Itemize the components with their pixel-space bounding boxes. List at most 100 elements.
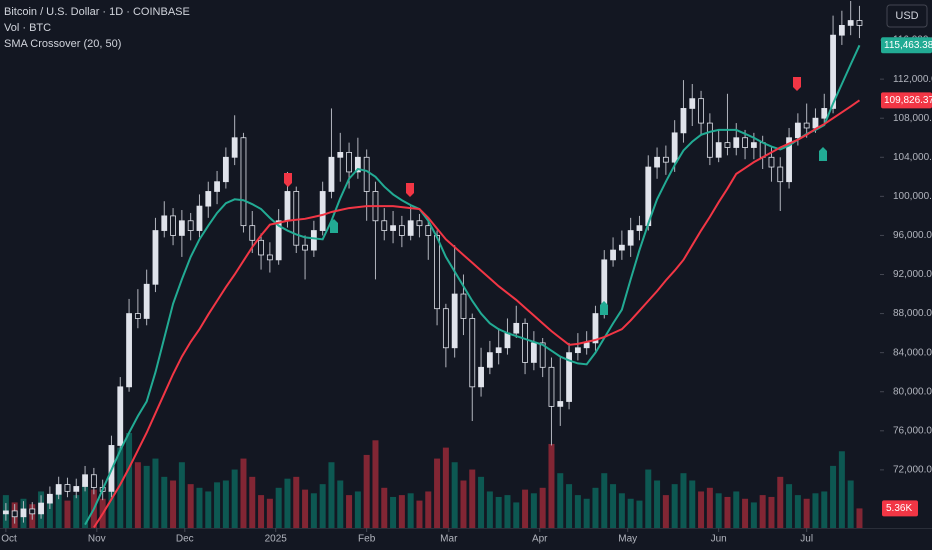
chart-title: Bitcoin / U.S. Dollar · 1D · COINBASE bbox=[4, 6, 190, 18]
volume-bar bbox=[73, 495, 80, 528]
candle-body bbox=[662, 156, 669, 163]
volume-bar bbox=[821, 491, 828, 528]
sell-signal bbox=[406, 183, 414, 197]
candle-body bbox=[55, 484, 62, 495]
volume-bar bbox=[319, 484, 326, 528]
volume-bar bbox=[794, 495, 801, 528]
candle-body bbox=[689, 98, 696, 109]
candle-body bbox=[812, 117, 819, 129]
volume-bar bbox=[328, 462, 335, 528]
volume-bar bbox=[187, 484, 194, 528]
candle-body bbox=[803, 122, 810, 129]
volume-bar bbox=[381, 487, 388, 528]
volume-bar bbox=[64, 500, 71, 528]
candle-body bbox=[838, 24, 845, 36]
volume-bar bbox=[689, 480, 696, 528]
volume-bar bbox=[486, 491, 493, 528]
volume-bar bbox=[645, 469, 652, 528]
volume-bar bbox=[847, 480, 854, 528]
candle-body bbox=[416, 220, 423, 227]
candle-body bbox=[178, 220, 185, 236]
volume-bar bbox=[742, 498, 749, 528]
candle-body bbox=[557, 401, 564, 407]
candle-body bbox=[486, 352, 493, 368]
candle-body bbox=[654, 156, 660, 168]
x-tick-label: 2025 bbox=[265, 534, 288, 545]
candle-body bbox=[187, 220, 194, 231]
currency-button[interactable] bbox=[886, 4, 928, 28]
sma-line bbox=[93, 99, 861, 529]
volume-bar bbox=[302, 489, 309, 528]
sell-signal bbox=[284, 173, 292, 187]
candle-body bbox=[293, 191, 300, 246]
volume-bar bbox=[539, 487, 546, 528]
volume-bar bbox=[777, 476, 784, 528]
volume-bar bbox=[478, 476, 485, 528]
candle-body bbox=[117, 386, 124, 446]
candle-body bbox=[469, 318, 476, 388]
candle-body bbox=[539, 342, 546, 368]
volume-bar bbox=[354, 491, 361, 528]
candle-body bbox=[794, 122, 801, 139]
candle-body bbox=[310, 230, 317, 251]
candle-body bbox=[592, 313, 599, 344]
candle-body bbox=[398, 225, 405, 236]
candle-body bbox=[522, 322, 528, 363]
candle-body bbox=[161, 215, 168, 231]
volume-bar bbox=[812, 493, 819, 528]
volume-bar bbox=[152, 458, 159, 528]
volume-bar bbox=[680, 473, 687, 528]
volume-bar bbox=[258, 495, 265, 528]
candle-body bbox=[126, 313, 132, 388]
candle-body bbox=[346, 151, 352, 173]
candle-body bbox=[425, 225, 432, 236]
candle-body bbox=[513, 322, 520, 334]
volume-bar bbox=[513, 502, 520, 528]
y-tick-label: 88,000.00 bbox=[893, 308, 932, 319]
volume-bar bbox=[134, 462, 141, 528]
volume-bar bbox=[715, 493, 722, 528]
buy-signal bbox=[330, 219, 338, 233]
volume-bar bbox=[398, 495, 405, 528]
candle-body bbox=[2, 510, 9, 515]
currency[interactable]: USD bbox=[895, 10, 918, 22]
candle-body bbox=[20, 508, 27, 518]
candle-body bbox=[134, 313, 141, 319]
candle-body bbox=[574, 347, 581, 354]
volume-bar bbox=[275, 487, 282, 528]
candle-body bbox=[636, 225, 643, 231]
candle-body bbox=[733, 137, 740, 148]
volume-bar bbox=[460, 480, 467, 528]
candle-body bbox=[786, 137, 792, 183]
candle-body bbox=[29, 508, 36, 515]
candle-body bbox=[11, 510, 18, 518]
volume-bar bbox=[55, 487, 62, 528]
volume-bar bbox=[205, 491, 212, 528]
candle-body bbox=[284, 191, 291, 222]
volume-bar bbox=[522, 489, 529, 528]
candle-body bbox=[847, 20, 854, 26]
plot-layer bbox=[2, 0, 863, 529]
volume-bar bbox=[636, 500, 643, 528]
volume-bar bbox=[222, 480, 229, 528]
volume-bar bbox=[768, 496, 775, 528]
x-tick-label: Apr bbox=[532, 534, 548, 545]
volume-bar bbox=[671, 484, 678, 528]
candle-body bbox=[530, 342, 537, 363]
x-tick-label: Feb bbox=[358, 534, 376, 545]
volume-bar bbox=[592, 487, 599, 528]
candle-body bbox=[610, 249, 616, 261]
volume-bar bbox=[627, 498, 634, 528]
volume-bar bbox=[662, 495, 669, 528]
volume-bar bbox=[214, 482, 221, 528]
candle-body bbox=[390, 225, 396, 231]
volume-bar bbox=[46, 496, 53, 528]
candle-body bbox=[231, 137, 238, 158]
candle-body bbox=[442, 308, 449, 349]
x-tick-label: Nov bbox=[88, 534, 106, 545]
candle-body bbox=[583, 342, 590, 349]
indicator-label: Vol · BTC bbox=[4, 22, 51, 34]
candle-body bbox=[627, 230, 634, 246]
candle-body bbox=[170, 215, 176, 236]
candle-body bbox=[266, 254, 273, 261]
